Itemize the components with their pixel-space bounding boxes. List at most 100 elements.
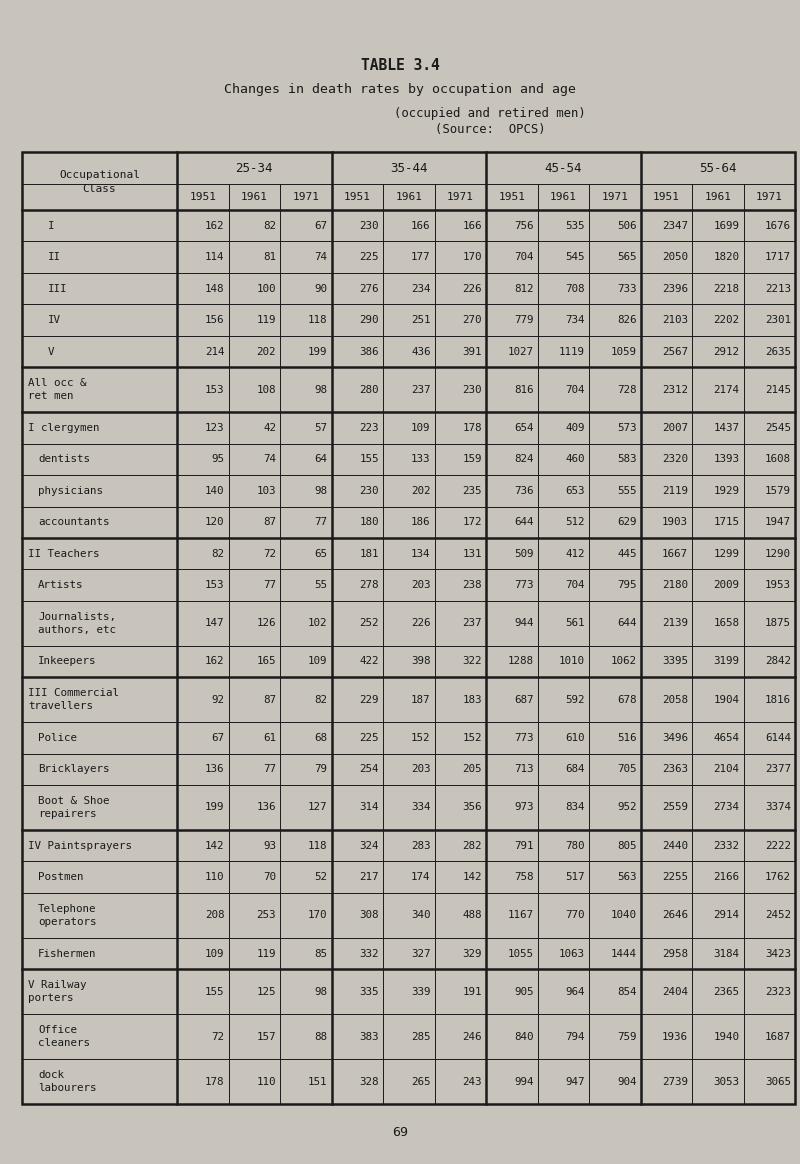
Text: 1658: 1658 <box>714 618 739 629</box>
Text: 779: 779 <box>514 315 534 325</box>
Text: 509: 509 <box>514 548 534 559</box>
Text: 234: 234 <box>411 284 430 293</box>
Text: 1288: 1288 <box>507 656 534 667</box>
Text: 565: 565 <box>617 253 637 262</box>
Text: 3199: 3199 <box>714 656 739 667</box>
Text: Bricklayers: Bricklayers <box>38 765 110 774</box>
Text: 151: 151 <box>308 1077 327 1086</box>
Text: 1167: 1167 <box>507 910 534 921</box>
Text: 283: 283 <box>411 840 430 851</box>
Text: 1820: 1820 <box>714 253 739 262</box>
Text: 114: 114 <box>205 253 225 262</box>
Text: 229: 229 <box>359 695 379 704</box>
Text: 1936: 1936 <box>662 1031 688 1042</box>
Text: 826: 826 <box>617 315 637 325</box>
Text: Artists: Artists <box>38 580 83 590</box>
Text: 2222: 2222 <box>765 840 791 851</box>
Text: 653: 653 <box>566 485 585 496</box>
Text: Boot & Shoe
repairers: Boot & Shoe repairers <box>38 796 110 818</box>
Text: 165: 165 <box>257 656 276 667</box>
Text: 109: 109 <box>308 656 327 667</box>
Text: 327: 327 <box>411 949 430 958</box>
Text: 2635: 2635 <box>765 347 791 356</box>
Text: 332: 332 <box>359 949 379 958</box>
Text: 125: 125 <box>257 987 276 996</box>
Text: 1010: 1010 <box>559 656 585 667</box>
Text: 704: 704 <box>514 253 534 262</box>
Text: 118: 118 <box>308 840 327 851</box>
Text: 174: 174 <box>411 872 430 882</box>
Text: 1947: 1947 <box>765 517 791 527</box>
Text: 340: 340 <box>411 910 430 921</box>
Text: dentists: dentists <box>38 454 90 464</box>
Text: 1393: 1393 <box>714 454 739 464</box>
Text: 110: 110 <box>205 872 225 882</box>
Text: 545: 545 <box>566 253 585 262</box>
Text: 87: 87 <box>263 695 276 704</box>
Text: 147: 147 <box>205 618 225 629</box>
Text: 1717: 1717 <box>765 253 791 262</box>
Text: 202: 202 <box>257 347 276 356</box>
Text: 1951: 1951 <box>344 192 370 203</box>
Text: Postmen: Postmen <box>38 872 83 882</box>
Text: 226: 226 <box>462 284 482 293</box>
Text: 854: 854 <box>617 987 637 996</box>
Text: 133: 133 <box>411 454 430 464</box>
Text: 1971: 1971 <box>756 192 782 203</box>
Text: 2363: 2363 <box>662 765 688 774</box>
Text: 2301: 2301 <box>765 315 791 325</box>
Text: 235: 235 <box>462 485 482 496</box>
Text: 217: 217 <box>359 872 379 882</box>
Text: 134: 134 <box>411 548 430 559</box>
Text: 2739: 2739 <box>662 1077 688 1086</box>
Text: 1903: 1903 <box>662 517 688 527</box>
Text: 2104: 2104 <box>714 765 739 774</box>
Text: 136: 136 <box>257 802 276 812</box>
Text: 816: 816 <box>514 384 534 395</box>
Text: 329: 329 <box>462 949 482 958</box>
Text: 733: 733 <box>617 284 637 293</box>
Text: 794: 794 <box>566 1031 585 1042</box>
Text: 109: 109 <box>205 949 225 958</box>
Text: 170: 170 <box>308 910 327 921</box>
Text: 2202: 2202 <box>714 315 739 325</box>
Text: 199: 199 <box>308 347 327 356</box>
Text: 253: 253 <box>257 910 276 921</box>
Text: 2452: 2452 <box>765 910 791 921</box>
Text: 3496: 3496 <box>662 733 688 743</box>
Text: 79: 79 <box>314 765 327 774</box>
Text: 243: 243 <box>462 1077 482 1086</box>
Text: 1961: 1961 <box>241 192 268 203</box>
Text: 1961: 1961 <box>550 192 577 203</box>
Text: 840: 840 <box>514 1031 534 1042</box>
Text: 88: 88 <box>314 1031 327 1042</box>
Text: 186: 186 <box>411 517 430 527</box>
Text: 687: 687 <box>514 695 534 704</box>
Text: 199: 199 <box>205 802 225 812</box>
Text: 795: 795 <box>617 580 637 590</box>
Text: 152: 152 <box>462 733 482 743</box>
Text: 728: 728 <box>617 384 637 395</box>
Text: 339: 339 <box>411 987 430 996</box>
Text: 230: 230 <box>462 384 482 395</box>
Text: 108: 108 <box>257 384 276 395</box>
Text: 644: 644 <box>617 618 637 629</box>
Text: 812: 812 <box>514 284 534 293</box>
Text: 2332: 2332 <box>714 840 739 851</box>
Text: 230: 230 <box>359 221 379 230</box>
Text: (occupied and retired men): (occupied and retired men) <box>394 107 586 121</box>
Text: 561: 561 <box>566 618 585 629</box>
Text: 155: 155 <box>359 454 379 464</box>
Text: 654: 654 <box>514 423 534 433</box>
Text: 780: 780 <box>566 840 585 851</box>
Text: 270: 270 <box>462 315 482 325</box>
Text: Class: Class <box>82 184 116 194</box>
Text: 592: 592 <box>566 695 585 704</box>
Text: 55: 55 <box>314 580 327 590</box>
Text: 252: 252 <box>359 618 379 629</box>
Text: 334: 334 <box>411 802 430 812</box>
Text: 136: 136 <box>205 765 225 774</box>
Text: 629: 629 <box>617 517 637 527</box>
Text: 282: 282 <box>462 840 482 851</box>
Text: Inkeepers: Inkeepers <box>38 656 97 667</box>
